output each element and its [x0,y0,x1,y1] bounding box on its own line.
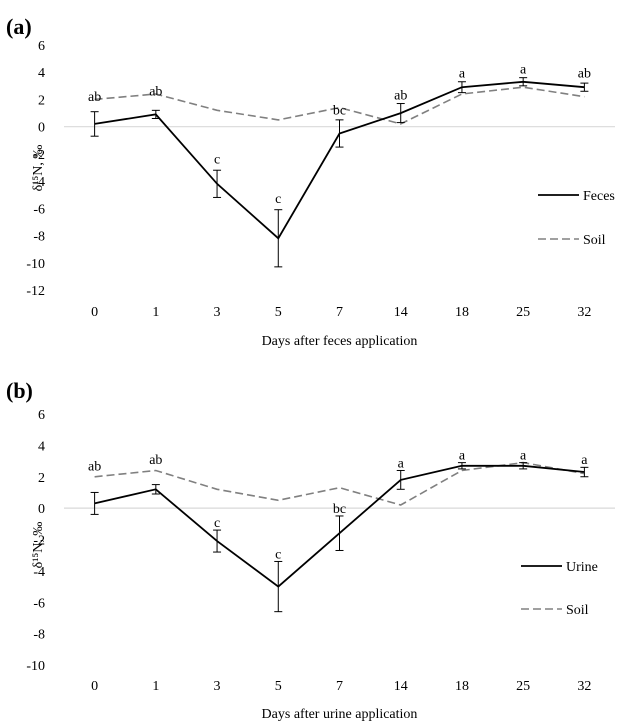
panel-a-label: (a) [6,14,32,39]
panel-b-y-axis-label: δ¹⁵N, ‰ [31,522,46,569]
panel-b-y-tick-label: -4 [33,565,45,580]
panel-b-y-tick-label: -8 [33,628,45,643]
panel-b-significance-label: a [520,448,527,463]
panel-b-label: (b) [6,378,33,403]
panel-a-chart: (a) -12 -10 -8 -6 -4 -2 0 2 4 6 0 1 3 5 7 14 18 25 32 Days a… [6,14,615,349]
panel-a-significance-label: ab [578,67,591,82]
panel-a-y-tick-label: -12 [26,284,45,299]
panel-b-significance-label: c [275,547,281,562]
panel-a-x-tick-label: 14 [394,305,408,320]
panel-a-x-tick-label: 5 [275,305,282,320]
panel-b-significance-label: a [581,453,588,468]
panel-a-y-tick-label: -10 [26,257,45,272]
panel-a-y-tick-label: 6 [38,39,45,54]
panel-a-y-tick-label: -4 [33,175,45,190]
panel-a-legend-label-soil: Soil [583,233,606,248]
panel-b-y-tick-label: 0 [38,502,45,517]
panel-a-x-axis-label: Days after feces application [262,334,418,349]
panel-a-significance-label: a [520,63,527,78]
panel-b-chart: (b) -10 -8 -6 -4 -2 0 2 4 6 0 1 3 5 7 14 18 25 32 Days afte… [6,378,615,722]
panel-b-x-tick-label: 7 [336,679,343,694]
panel-a-significance-label: ab [394,88,407,103]
panel-a-y-tick-label: -6 [33,202,45,217]
panel-a-x-tick-label: 0 [91,305,98,320]
panel-b-x-tick-label: 3 [214,679,221,694]
panel-a-legend-label-feces: Feces [583,189,615,204]
panel-b-y-tick-label: 2 [38,471,45,486]
panel-b-significance-label: a [398,456,405,471]
panel-b-y-tick-label: -10 [26,659,45,674]
panel-b-y-tick-label: 4 [38,439,45,454]
panel-b-significance-label: ab [149,453,162,468]
panel-a-significance-label: ab [149,84,162,99]
panel-a-x-tick-label: 7 [336,305,343,320]
panel-b-significance-label: ab [88,459,101,474]
panel-b-legend-label-urine: Urine [566,560,598,575]
panel-b-x-tick-label: 1 [152,679,159,694]
panel-b-x-tick-label: 25 [516,679,530,694]
panel-a-series-soil-line [94,86,585,125]
panel-a-significance-label: ab [88,90,101,105]
panel-a-y-axis-label: δ¹⁵N, ‰ [31,145,46,192]
panel-b-y-tick-label: -6 [33,596,45,611]
panel-b-x-axis-label: Days after urine application [262,707,418,722]
panel-a-y-tick-label: -2 [33,148,45,163]
panel-a-x-tick-label: 3 [214,305,221,320]
panel-a-significance-label: bc [333,103,346,118]
panel-b-x-tick-label: 5 [275,679,282,694]
panel-a-x-tick-label: 18 [455,305,469,320]
panel-b-significance-label: bc [333,502,346,517]
panel-b-x-tick-label: 0 [91,679,98,694]
panel-a-y-tick-label: 4 [38,66,45,81]
panel-a-significance-label: a [459,67,466,82]
panel-a-x-tick-label: 25 [516,305,530,320]
panel-b-significance-label: c [214,516,220,531]
panel-b-y-tick-label: 6 [38,408,45,423]
panel-b-x-tick-label: 32 [577,679,591,694]
panel-a-x-tick-label: 32 [577,305,591,320]
panel-b-legend-label-soil: Soil [566,603,589,618]
panel-b-y-tick-label: -2 [33,534,45,549]
panel-b-x-tick-label: 18 [455,679,469,694]
panel-a-significance-label: c [275,192,281,207]
panel-a-significance-label: c [214,152,220,167]
panel-a-y-tick-label: 0 [38,121,45,136]
panel-b-x-tick-label: 14 [394,679,408,694]
panel-a-x-tick-label: 1 [152,305,159,320]
panel-b-significance-label: a [459,448,466,463]
panel-a-y-tick-label: 2 [38,93,45,108]
panel-a-y-tick-label: -8 [33,230,45,245]
